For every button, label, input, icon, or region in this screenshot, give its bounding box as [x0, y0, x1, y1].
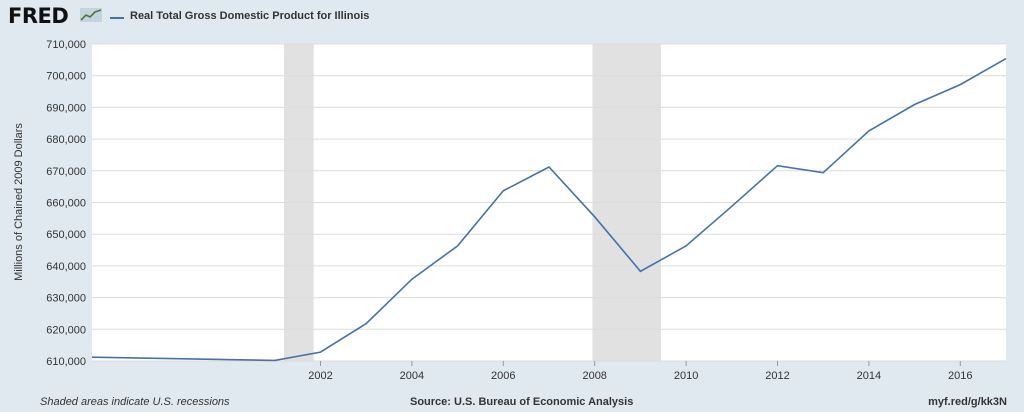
y-tick-label: 700,000 — [46, 71, 86, 83]
recession-note: Shaded areas indicate U.S. recessions — [40, 396, 230, 408]
y-tick-label: 670,000 — [46, 166, 86, 178]
x-tick-label: 2016 — [948, 370, 972, 382]
y-tick-label: 690,000 — [46, 102, 86, 114]
x-tick-label: 2010 — [674, 370, 698, 382]
line-chart: 610,000 620,000 630,000 640,000 650,000 660,0… — [13, 39, 1007, 382]
gridlines — [92, 43, 1006, 362]
fred-graph-icon — [80, 8, 102, 22]
y-tick-label: 620,000 — [46, 324, 86, 336]
source-text: Source: U.S. Bureau of Economic Analysis — [410, 396, 634, 408]
y-axis-label: Millions of Chained 2009 Dollars — [13, 123, 25, 281]
short-link[interactable]: myf.red/g/kk3N — [928, 396, 1007, 408]
x-axis-ticks: 2002 2004 2006 2008 2010 2012 2014 2016 — [308, 361, 973, 382]
legend-series-label[interactable]: Real Total Gross Domestic Product for Il… — [130, 10, 370, 22]
y-tick-label: 640,000 — [46, 261, 86, 273]
chart-footer: Shaded areas indicate U.S. recessions So… — [0, 394, 1024, 412]
x-tick-label: 2008 — [582, 370, 606, 382]
x-tick-label: 2002 — [308, 370, 332, 382]
y-tick-label: 710,000 — [46, 39, 86, 51]
legend-line-swatch — [110, 17, 124, 19]
x-tick-label: 2004 — [400, 370, 424, 382]
y-tick-label: 610,000 — [46, 356, 86, 368]
x-tick-label: 2012 — [765, 370, 789, 382]
chart-header: FRED Real Total Gross Domestic Product f… — [0, 0, 1024, 36]
y-tick-label: 630,000 — [46, 293, 86, 305]
y-axis-ticks: 610,000 620,000 630,000 640,000 650,000 660,0… — [46, 39, 86, 368]
x-tick-label: 2006 — [491, 370, 515, 382]
series-line[interactable] — [91, 57, 1007, 362]
y-tick-label: 680,000 — [46, 134, 86, 146]
fred-logo[interactable]: FRED — [8, 4, 69, 28]
y-tick-label: 660,000 — [46, 198, 86, 210]
y-tick-label: 650,000 — [46, 229, 86, 241]
x-tick-label: 2014 — [857, 370, 881, 382]
